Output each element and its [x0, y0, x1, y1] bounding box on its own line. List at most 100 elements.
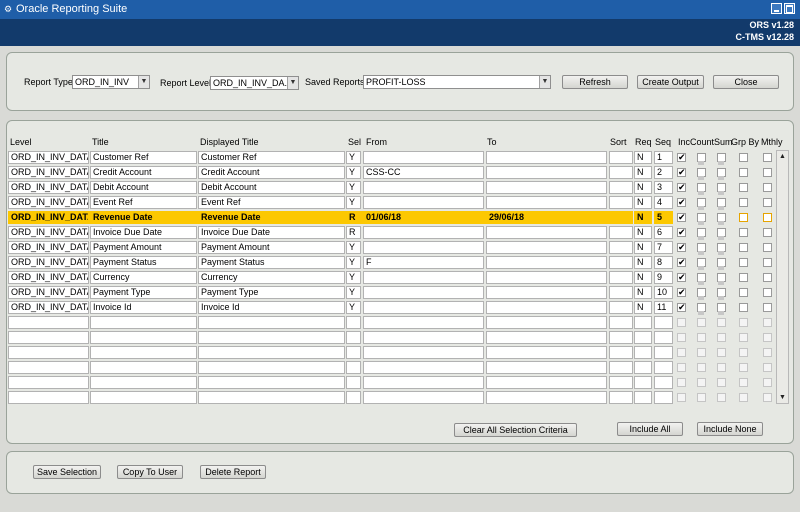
sel-cell[interactable] [346, 331, 361, 344]
inc-checkbox[interactable]: ✔ [677, 272, 686, 282]
level-cell[interactable]: ORD_IN_INV_DATA [8, 181, 89, 194]
mthly-checkbox[interactable] [763, 393, 772, 402]
inc-checkbox[interactable]: ✔ [677, 152, 686, 162]
sort-input[interactable] [609, 346, 633, 359]
grp-by-checkbox[interactable] [739, 303, 748, 312]
sort-input[interactable] [609, 331, 633, 344]
count-checkbox[interactable] [697, 333, 706, 342]
mthly-checkbox[interactable] [763, 273, 772, 282]
create-output-button[interactable]: Create Output [637, 75, 704, 89]
to-input[interactable] [486, 241, 607, 254]
count-checkbox[interactable] [697, 393, 706, 402]
count-checkbox[interactable] [697, 378, 706, 387]
seq-cell[interactable]: 3 [654, 181, 673, 194]
seq-cell[interactable] [654, 361, 673, 374]
sort-input[interactable] [609, 226, 633, 239]
displayed-title-cell[interactable]: Credit Account [198, 166, 345, 179]
sum-checkbox[interactable] [717, 363, 726, 372]
title-cell[interactable]: Customer Ref [90, 151, 197, 164]
from-input[interactable] [363, 346, 484, 359]
seq-cell[interactable]: 8 [654, 256, 673, 269]
grp-by-checkbox[interactable] [739, 288, 748, 297]
level-cell[interactable]: ORD_IN_INV_DATA [8, 301, 89, 314]
save-selection-button[interactable]: Save Selection [33, 465, 101, 479]
sort-input[interactable] [609, 196, 633, 209]
from-input[interactable] [363, 226, 484, 239]
title-cell[interactable] [90, 376, 197, 389]
from-input[interactable] [363, 391, 484, 404]
title-cell[interactable] [90, 346, 197, 359]
displayed-title-cell[interactable] [198, 331, 345, 344]
from-input[interactable] [363, 151, 484, 164]
from-input[interactable] [363, 271, 484, 284]
level-cell[interactable] [8, 331, 89, 344]
table-row[interactable]: ORD_IN_INV_DATA Payment Status Payment Sta… [0, 256, 800, 270]
sort-input[interactable] [609, 181, 633, 194]
req-cell[interactable]: N [634, 211, 652, 224]
displayed-title-cell[interactable]: Customer Ref [198, 151, 345, 164]
delete-report-button[interactable]: Delete Report [200, 465, 266, 479]
level-cell[interactable] [8, 376, 89, 389]
displayed-title-cell[interactable] [198, 346, 345, 359]
seq-cell[interactable] [654, 391, 673, 404]
inc-checkbox[interactable]: ✔ [677, 212, 686, 222]
to-input[interactable] [486, 361, 607, 374]
sort-input[interactable] [609, 316, 633, 329]
sel-cell[interactable]: R [346, 211, 361, 224]
to-input[interactable] [486, 301, 607, 314]
grp-by-checkbox[interactable] [739, 273, 748, 282]
to-input[interactable] [486, 391, 607, 404]
sum-checkbox[interactable] [717, 393, 726, 402]
inc-checkbox[interactable]: ✔ [677, 302, 686, 312]
grp-by-checkbox[interactable] [739, 153, 748, 162]
req-cell[interactable]: N [634, 226, 652, 239]
mthly-checkbox[interactable] [763, 348, 772, 357]
sel-cell[interactable]: Y [346, 196, 361, 209]
req-cell[interactable] [634, 361, 652, 374]
displayed-title-cell[interactable]: Payment Type [198, 286, 345, 299]
sort-input[interactable] [609, 391, 633, 404]
title-cell[interactable]: Revenue Date [90, 211, 197, 224]
title-cell[interactable] [90, 316, 197, 329]
req-cell[interactable]: N [634, 181, 652, 194]
inc-checkbox[interactable] [677, 318, 686, 327]
seq-cell[interactable]: 2 [654, 166, 673, 179]
to-input[interactable] [486, 181, 607, 194]
sum-checkbox[interactable] [717, 378, 726, 387]
table-row[interactable]: ORD_IN_INV_DATA Payment Amount Payment Amo… [0, 241, 800, 255]
grp-by-checkbox[interactable] [739, 228, 748, 237]
empty-table-row[interactable] [0, 331, 800, 344]
mthly-checkbox[interactable] [763, 153, 772, 162]
inc-checkbox[interactable]: ✔ [677, 287, 686, 297]
saved-reports-select[interactable]: PROFIT-LOSS ▼ [363, 75, 551, 89]
sel-cell[interactable]: Y [346, 241, 361, 254]
sel-cell[interactable] [346, 316, 361, 329]
seq-cell[interactable] [654, 346, 673, 359]
sel-cell[interactable]: R [346, 226, 361, 239]
scroll-up-icon[interactable]: ▲ [779, 153, 786, 160]
grp-by-checkbox[interactable] [739, 348, 748, 357]
table-row[interactable]: ORD_IN_INV_DATA Invoice Due Date Invoice D… [0, 226, 800, 240]
inc-checkbox[interactable] [677, 363, 686, 372]
to-input[interactable] [486, 376, 607, 389]
table-row[interactable]: ORD_IN_INV_DATA Invoice Id Invoice Id Y N 11 ✔ [0, 301, 800, 315]
from-input[interactable]: F [363, 256, 484, 269]
grid-scrollbar[interactable]: ▲ ▼ [776, 150, 789, 404]
level-cell[interactable] [8, 316, 89, 329]
grp-by-checkbox[interactable] [739, 243, 748, 252]
from-input[interactable] [363, 361, 484, 374]
sort-input[interactable] [609, 241, 633, 254]
title-cell[interactable]: Credit Account [90, 166, 197, 179]
from-input[interactable] [363, 316, 484, 329]
grp-by-checkbox[interactable] [739, 378, 748, 387]
grp-by-checkbox[interactable] [739, 168, 748, 177]
title-cell[interactable]: Payment Status [90, 256, 197, 269]
to-input[interactable] [486, 346, 607, 359]
grp-by-checkbox[interactable] [739, 198, 748, 207]
maximize-button[interactable] [784, 3, 795, 14]
seq-cell[interactable]: 1 [654, 151, 673, 164]
level-cell[interactable] [8, 391, 89, 404]
mthly-checkbox[interactable] [763, 303, 772, 312]
req-cell[interactable] [634, 346, 652, 359]
req-cell[interactable] [634, 316, 652, 329]
